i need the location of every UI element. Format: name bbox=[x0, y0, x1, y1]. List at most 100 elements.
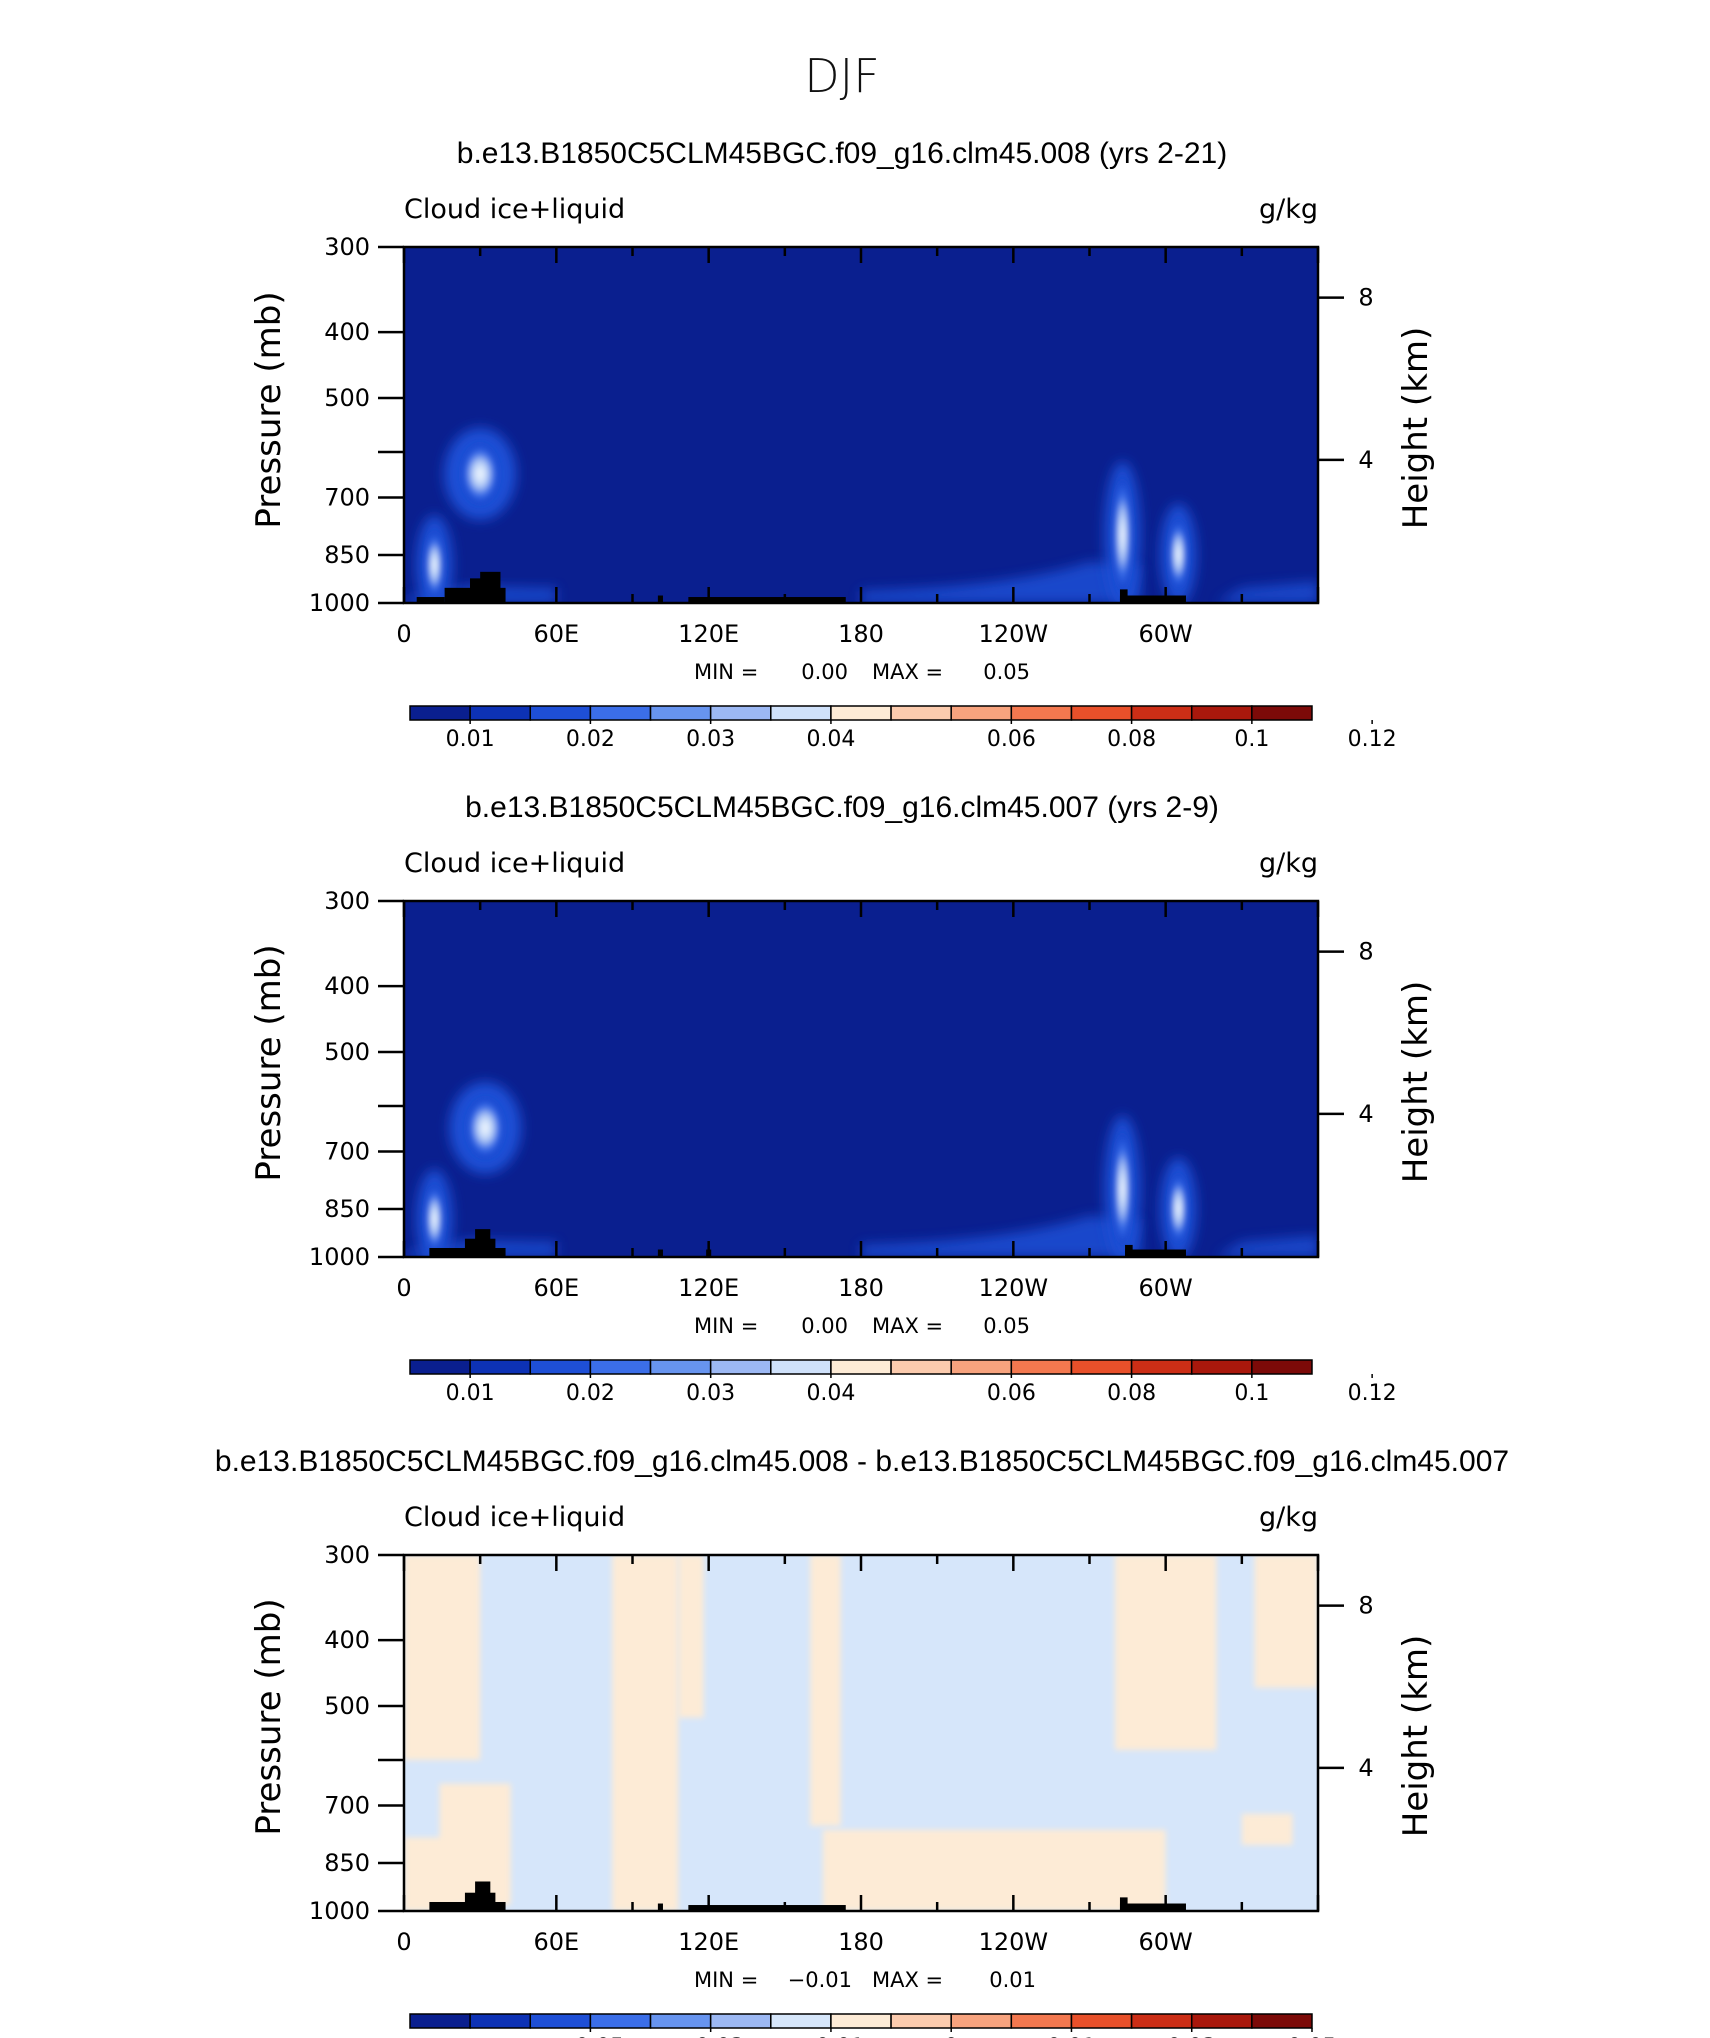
y-right-tick-label: 8 bbox=[1358, 938, 1373, 966]
colorbar-swatch bbox=[469, 1359, 532, 1375]
colorbar-label: 0.01 bbox=[446, 1381, 495, 1406]
y-axis-label: Pressure (mb) bbox=[249, 291, 289, 528]
x-tick-label: 60W bbox=[1139, 620, 1193, 648]
min-max-readout: MIN = 0.00 MAX = 0.05 bbox=[694, 1314, 1030, 1338]
colorbar-label: 0.03 bbox=[686, 1381, 735, 1406]
y-tick-label: 300 bbox=[324, 1541, 370, 1569]
y-axis-right-label: Height (km) bbox=[1396, 327, 1436, 530]
positive-difference-region bbox=[1254, 1555, 1318, 1688]
low-cloud-layer bbox=[861, 1215, 1141, 1257]
colorbar-label: 0.12 bbox=[1348, 727, 1397, 752]
min-value: 0.00 bbox=[801, 1314, 848, 1338]
y-tick-label: 850 bbox=[324, 541, 370, 569]
terrain-mask bbox=[1119, 1897, 1128, 1911]
x-tick-label: 180 bbox=[838, 1274, 884, 1302]
colorbar-swatch bbox=[1130, 2013, 1193, 2029]
min-value: −0.01 bbox=[788, 1968, 852, 1992]
colorbar-swatch bbox=[589, 2013, 652, 2029]
y-right-tick-label: 4 bbox=[1358, 1754, 1373, 1782]
panel-title: b.e13.B1850C5CLM45BGC.f09_g16.clm45.007 … bbox=[465, 791, 1219, 824]
colorbar-swatch bbox=[1010, 1359, 1073, 1375]
y-tick-label: 400 bbox=[324, 1626, 370, 1654]
colorbar-swatch bbox=[830, 2013, 892, 2029]
y-axis-right-label: Height (km) bbox=[1396, 981, 1436, 1184]
colorbar-label: −0.01 bbox=[797, 2035, 864, 2038]
colorbar-label: 0.02 bbox=[566, 727, 615, 752]
y-axis-label: Pressure (mb) bbox=[249, 1598, 289, 1835]
plot-area bbox=[404, 1555, 1318, 1911]
colorbar-swatch bbox=[1190, 1359, 1253, 1375]
colorbar-label: 0.03 bbox=[1167, 2035, 1216, 2038]
positive-difference-region bbox=[810, 1555, 841, 1826]
terrain-mask bbox=[475, 1881, 491, 1911]
y-right-tick-label: 8 bbox=[1358, 284, 1373, 312]
y-tick-label: 400 bbox=[324, 318, 370, 346]
variable-label: Cloud ice+liquid bbox=[404, 848, 625, 879]
max-label: MAX = bbox=[872, 1314, 943, 1338]
colorbar-label: 0.01 bbox=[1047, 2035, 1096, 2038]
field-layer bbox=[404, 247, 1318, 603]
figure-title: DJF bbox=[804, 49, 879, 103]
colorbar-label: 0.08 bbox=[1107, 1381, 1156, 1406]
y-axis-right-label: Height (km) bbox=[1396, 1635, 1436, 1838]
colorbar-swatch bbox=[830, 705, 892, 721]
y-right-tick-label: 4 bbox=[1358, 1100, 1373, 1128]
colorbar-swatch bbox=[890, 705, 952, 721]
y-tick-label: 300 bbox=[324, 887, 370, 915]
colorbar-label: 0.06 bbox=[987, 1381, 1036, 1406]
terrain-mask bbox=[416, 597, 445, 603]
terrain-mask bbox=[1119, 1903, 1186, 1911]
panel-control-run: b.e13.B1850C5CLM45BGC.f09_g16.clm45.008 … bbox=[249, 137, 1436, 752]
positive-difference-region bbox=[439, 1783, 511, 1906]
colorbar-swatch bbox=[709, 2013, 772, 2029]
axes: 0 60E 120E 180 120W 60W 300 400 500 700 850 1000 8 4 bbox=[309, 887, 1374, 1302]
y-tick-label: 700 bbox=[324, 1138, 370, 1166]
units-label: g/kg bbox=[1259, 1502, 1318, 1533]
min-max-readout: MIN = 0.00 MAX = 0.05 bbox=[694, 660, 1030, 684]
colorbar-swatch bbox=[409, 705, 471, 721]
colorbar-swatch bbox=[1130, 1359, 1193, 1375]
colorbar-swatch bbox=[589, 1359, 652, 1375]
plot-area bbox=[404, 247, 1318, 603]
panel-test-run: b.e13.B1850C5CLM45BGC.f09_g16.clm45.007 … bbox=[249, 791, 1436, 1406]
variable-label: Cloud ice+liquid bbox=[404, 194, 625, 225]
x-tick-label: 60E bbox=[533, 620, 579, 648]
cloud-plume bbox=[460, 441, 501, 506]
positive-difference-region bbox=[1114, 1555, 1217, 1750]
cloud-plume bbox=[424, 1183, 445, 1255]
min-label: MIN = bbox=[694, 1314, 758, 1338]
units-label: g/kg bbox=[1259, 848, 1318, 879]
colorbar-swatch bbox=[1251, 1359, 1313, 1375]
colorbar-label: 0.03 bbox=[686, 727, 735, 752]
max-label: MAX = bbox=[872, 1968, 943, 1992]
min-label: MIN = bbox=[694, 1968, 758, 1992]
y-tick-label: 500 bbox=[324, 1038, 370, 1066]
colorbar-label: 0.05 bbox=[1288, 2035, 1337, 2038]
cloud-plume bbox=[465, 1095, 506, 1160]
colorbar-swatch bbox=[1070, 2013, 1133, 2029]
y-right-tick-label: 4 bbox=[1358, 446, 1373, 474]
colorbar-swatch bbox=[1070, 705, 1133, 721]
colorbar-swatch bbox=[1251, 2013, 1313, 2029]
x-tick-label: 120W bbox=[979, 1928, 1049, 1956]
colorbar-swatch bbox=[1070, 1359, 1133, 1375]
x-tick-label: 60W bbox=[1139, 1928, 1193, 1956]
terrain-mask bbox=[1125, 1249, 1186, 1257]
terrain-mask bbox=[688, 1905, 846, 1911]
max-value: 0.01 bbox=[989, 1968, 1036, 1992]
colorbar-label: 0.06 bbox=[987, 727, 1036, 752]
colorbar-swatch bbox=[890, 2013, 952, 2029]
terrain-mask bbox=[1125, 1244, 1133, 1257]
colorbar-label: 0.04 bbox=[806, 1381, 855, 1406]
colorbar-swatch bbox=[770, 2013, 832, 2029]
y-tick-label: 700 bbox=[324, 1792, 370, 1820]
colorbar-swatch bbox=[1010, 705, 1073, 721]
plot-area bbox=[404, 901, 1318, 1257]
colorbar-swatch bbox=[1190, 705, 1253, 721]
axes: 0 60E 120E 180 120W 60W 300 400 500 700 850 1000 8 4 bbox=[309, 1541, 1374, 1956]
max-label: MAX = bbox=[872, 660, 943, 684]
y-tick-label: 300 bbox=[324, 233, 370, 261]
colorbar-label: 0.04 bbox=[806, 727, 855, 752]
colorbar-swatch bbox=[1010, 2013, 1073, 2029]
